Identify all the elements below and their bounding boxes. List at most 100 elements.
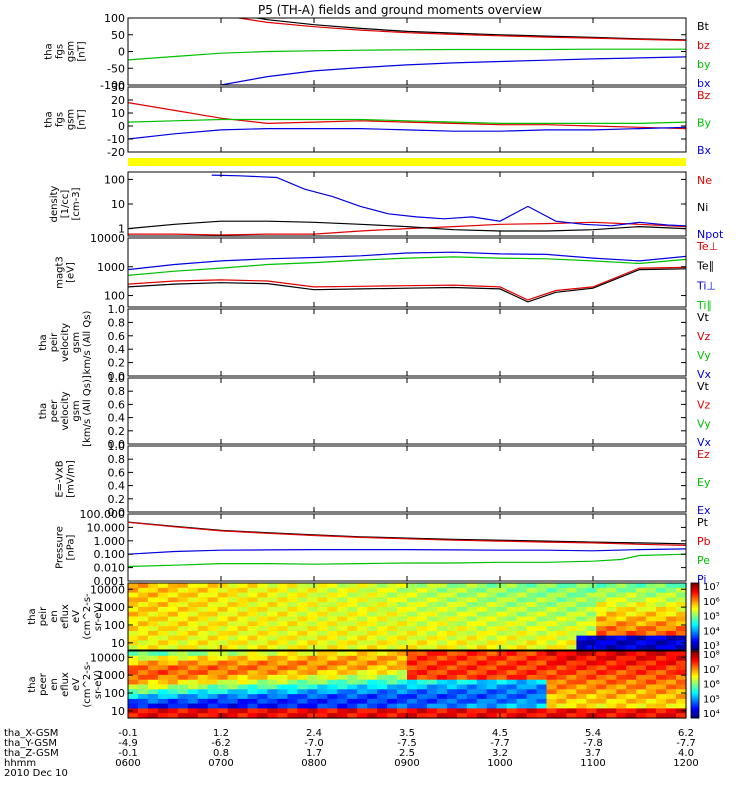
spectrogram-cell bbox=[397, 674, 408, 681]
spectrogram-cell bbox=[387, 674, 398, 681]
x-axis-value: -7.7 bbox=[676, 738, 696, 749]
spectrogram-cell bbox=[197, 630, 209, 637]
spectrogram-cell bbox=[496, 587, 508, 594]
y-tick-label: 0.8 bbox=[108, 316, 126, 329]
spectrogram-cell bbox=[417, 708, 428, 714]
spectrogram-cell bbox=[397, 640, 408, 646]
spectrogram-cell bbox=[177, 703, 189, 709]
spectrogram-cell bbox=[456, 645, 468, 651]
spectrogram-cell bbox=[227, 597, 239, 603]
spectrogram-cell bbox=[247, 684, 259, 690]
spectrogram-cell bbox=[397, 689, 408, 695]
spectrogram-cell bbox=[436, 621, 448, 627]
spectrogram-cell bbox=[417, 665, 428, 671]
spectrogram-cell bbox=[147, 665, 159, 671]
spectrogram-cell bbox=[556, 694, 568, 700]
spectrogram-cell bbox=[407, 635, 418, 641]
y-axis-label: [mV/m] bbox=[66, 460, 77, 498]
spectrogram-cell bbox=[327, 616, 338, 622]
spectrogram-cell bbox=[476, 679, 488, 686]
spectrogram-cell bbox=[197, 606, 209, 613]
spectrogram-cell bbox=[267, 694, 279, 700]
colorbar-step bbox=[691, 664, 699, 668]
spectrogram-cell bbox=[227, 583, 239, 589]
spectrogram-cell bbox=[157, 640, 169, 646]
colorbar-step bbox=[691, 598, 699, 602]
spectrogram-cell bbox=[556, 713, 568, 719]
spectrogram-cell bbox=[407, 611, 418, 618]
spectrogram-cell bbox=[317, 583, 328, 589]
spectrogram-cell bbox=[377, 626, 388, 632]
spectrogram-cell bbox=[496, 626, 508, 632]
spectrogram-cell bbox=[407, 674, 418, 681]
x-axis-value: 0900 bbox=[394, 758, 419, 769]
spectrogram-cell bbox=[556, 703, 568, 709]
spectrogram-cell bbox=[526, 597, 538, 603]
y-axis-label: fgs bbox=[55, 44, 66, 59]
spectrogram-cell bbox=[566, 597, 577, 603]
spectrogram-cell bbox=[138, 635, 149, 641]
spectrogram-cell bbox=[377, 665, 388, 671]
y-axis-label: density bbox=[49, 186, 60, 223]
spectrogram-cell bbox=[307, 616, 318, 622]
spectrogram-cell bbox=[387, 640, 398, 646]
spectrogram-cell bbox=[128, 665, 139, 671]
spectrogram-cell bbox=[566, 635, 577, 641]
y-tick-label: 0.8 bbox=[108, 453, 126, 466]
spectrogram-cell bbox=[566, 679, 577, 686]
spectrogram-cell bbox=[616, 703, 627, 709]
spectrogram-cell bbox=[177, 698, 189, 705]
colorbar-tick-label: 10⁸ bbox=[703, 650, 720, 661]
spectrogram-cell bbox=[177, 660, 189, 666]
spectrogram-cell bbox=[426, 674, 438, 681]
spectrogram-cell bbox=[147, 606, 159, 613]
colorbar-step bbox=[691, 625, 699, 629]
spectrogram-cell bbox=[516, 626, 528, 632]
spectrogram-cell bbox=[367, 694, 378, 700]
spectrogram-cell bbox=[147, 713, 159, 719]
spectrogram-cell bbox=[666, 602, 677, 608]
spectrogram-cell bbox=[666, 713, 677, 719]
spectrogram-cell bbox=[317, 684, 328, 690]
y-axis-label: tha bbox=[27, 608, 38, 624]
spectrogram-cell bbox=[666, 670, 677, 676]
spectrogram-cell bbox=[297, 602, 308, 608]
spectrogram-cell bbox=[556, 606, 568, 613]
spectrogram-cell bbox=[337, 655, 348, 662]
spectrogram-cell bbox=[147, 703, 159, 709]
spectrogram-cell bbox=[666, 651, 677, 657]
spectrogram-cell bbox=[167, 587, 179, 594]
spectrogram-cell bbox=[247, 597, 259, 603]
spectrogram-cell bbox=[636, 703, 647, 709]
spectrogram-cell bbox=[138, 602, 149, 608]
x-axis-row-label: hhmm bbox=[4, 758, 36, 769]
spectrogram-cell bbox=[167, 635, 179, 641]
spectrogram-cell bbox=[486, 587, 498, 594]
spectrogram-cell bbox=[138, 592, 149, 598]
spectrogram-cell bbox=[426, 703, 438, 709]
y-axis-label: [km/s (All Qs)] bbox=[82, 375, 93, 447]
spectrogram-cell bbox=[128, 698, 139, 705]
spectrogram-cell bbox=[227, 606, 239, 613]
spectrogram-cell bbox=[387, 606, 398, 613]
spectrogram-cell bbox=[566, 651, 577, 657]
spectrogram-cell bbox=[207, 708, 219, 714]
spectrogram-cell bbox=[606, 592, 617, 598]
spectrogram-cell bbox=[237, 703, 249, 709]
spectrogram-cell bbox=[347, 708, 358, 714]
spectrogram-cell bbox=[217, 583, 229, 589]
spectrogram-cell bbox=[317, 670, 328, 676]
spectrogram-cell bbox=[516, 630, 528, 637]
spectrogram-cell bbox=[636, 630, 647, 637]
spectrogram-cell bbox=[217, 689, 229, 695]
spectrogram-cell bbox=[257, 616, 269, 622]
spectrogram-cell bbox=[307, 660, 318, 666]
spectrogram-cell bbox=[267, 602, 279, 608]
spectrogram-cell bbox=[626, 665, 637, 671]
y-tick-label: 20 bbox=[111, 94, 125, 107]
spectrogram-cell bbox=[297, 640, 308, 646]
spectrogram-cell bbox=[506, 651, 518, 657]
spectrogram-cell bbox=[377, 684, 388, 690]
spectrogram-cell bbox=[486, 713, 498, 719]
